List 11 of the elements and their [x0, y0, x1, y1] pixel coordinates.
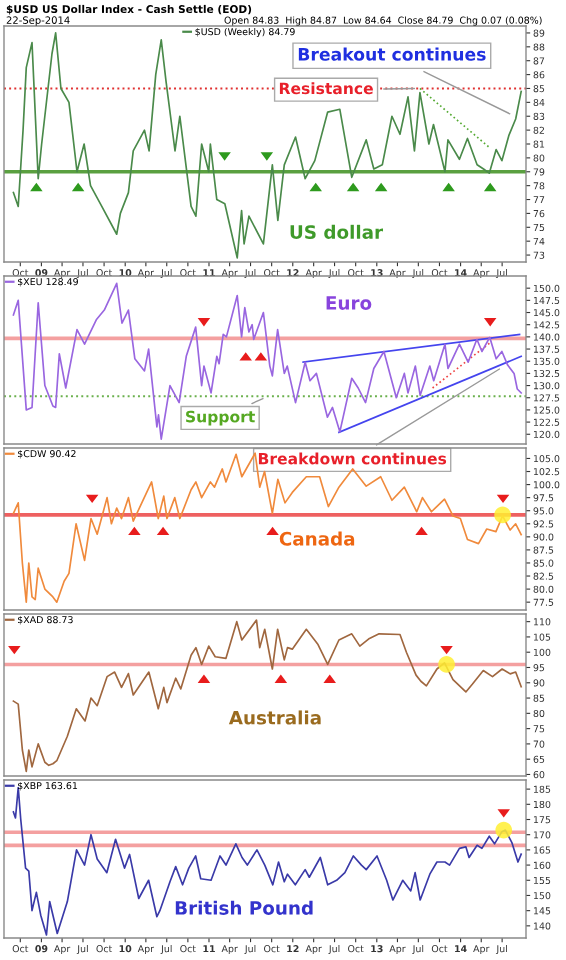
annotation: Canada [279, 531, 355, 546]
line-series [12, 452, 523, 603]
annotation: Australia [228, 710, 321, 725]
line-series [12, 282, 523, 440]
line-series [12, 32, 523, 259]
annotation: British Pound [175, 900, 313, 915]
annotation: Euro [326, 296, 372, 310]
line-series [12, 786, 523, 936]
line-series [12, 619, 523, 773]
annotation: US dollar [290, 224, 384, 239]
annotation: Breakout continues [298, 47, 486, 61]
